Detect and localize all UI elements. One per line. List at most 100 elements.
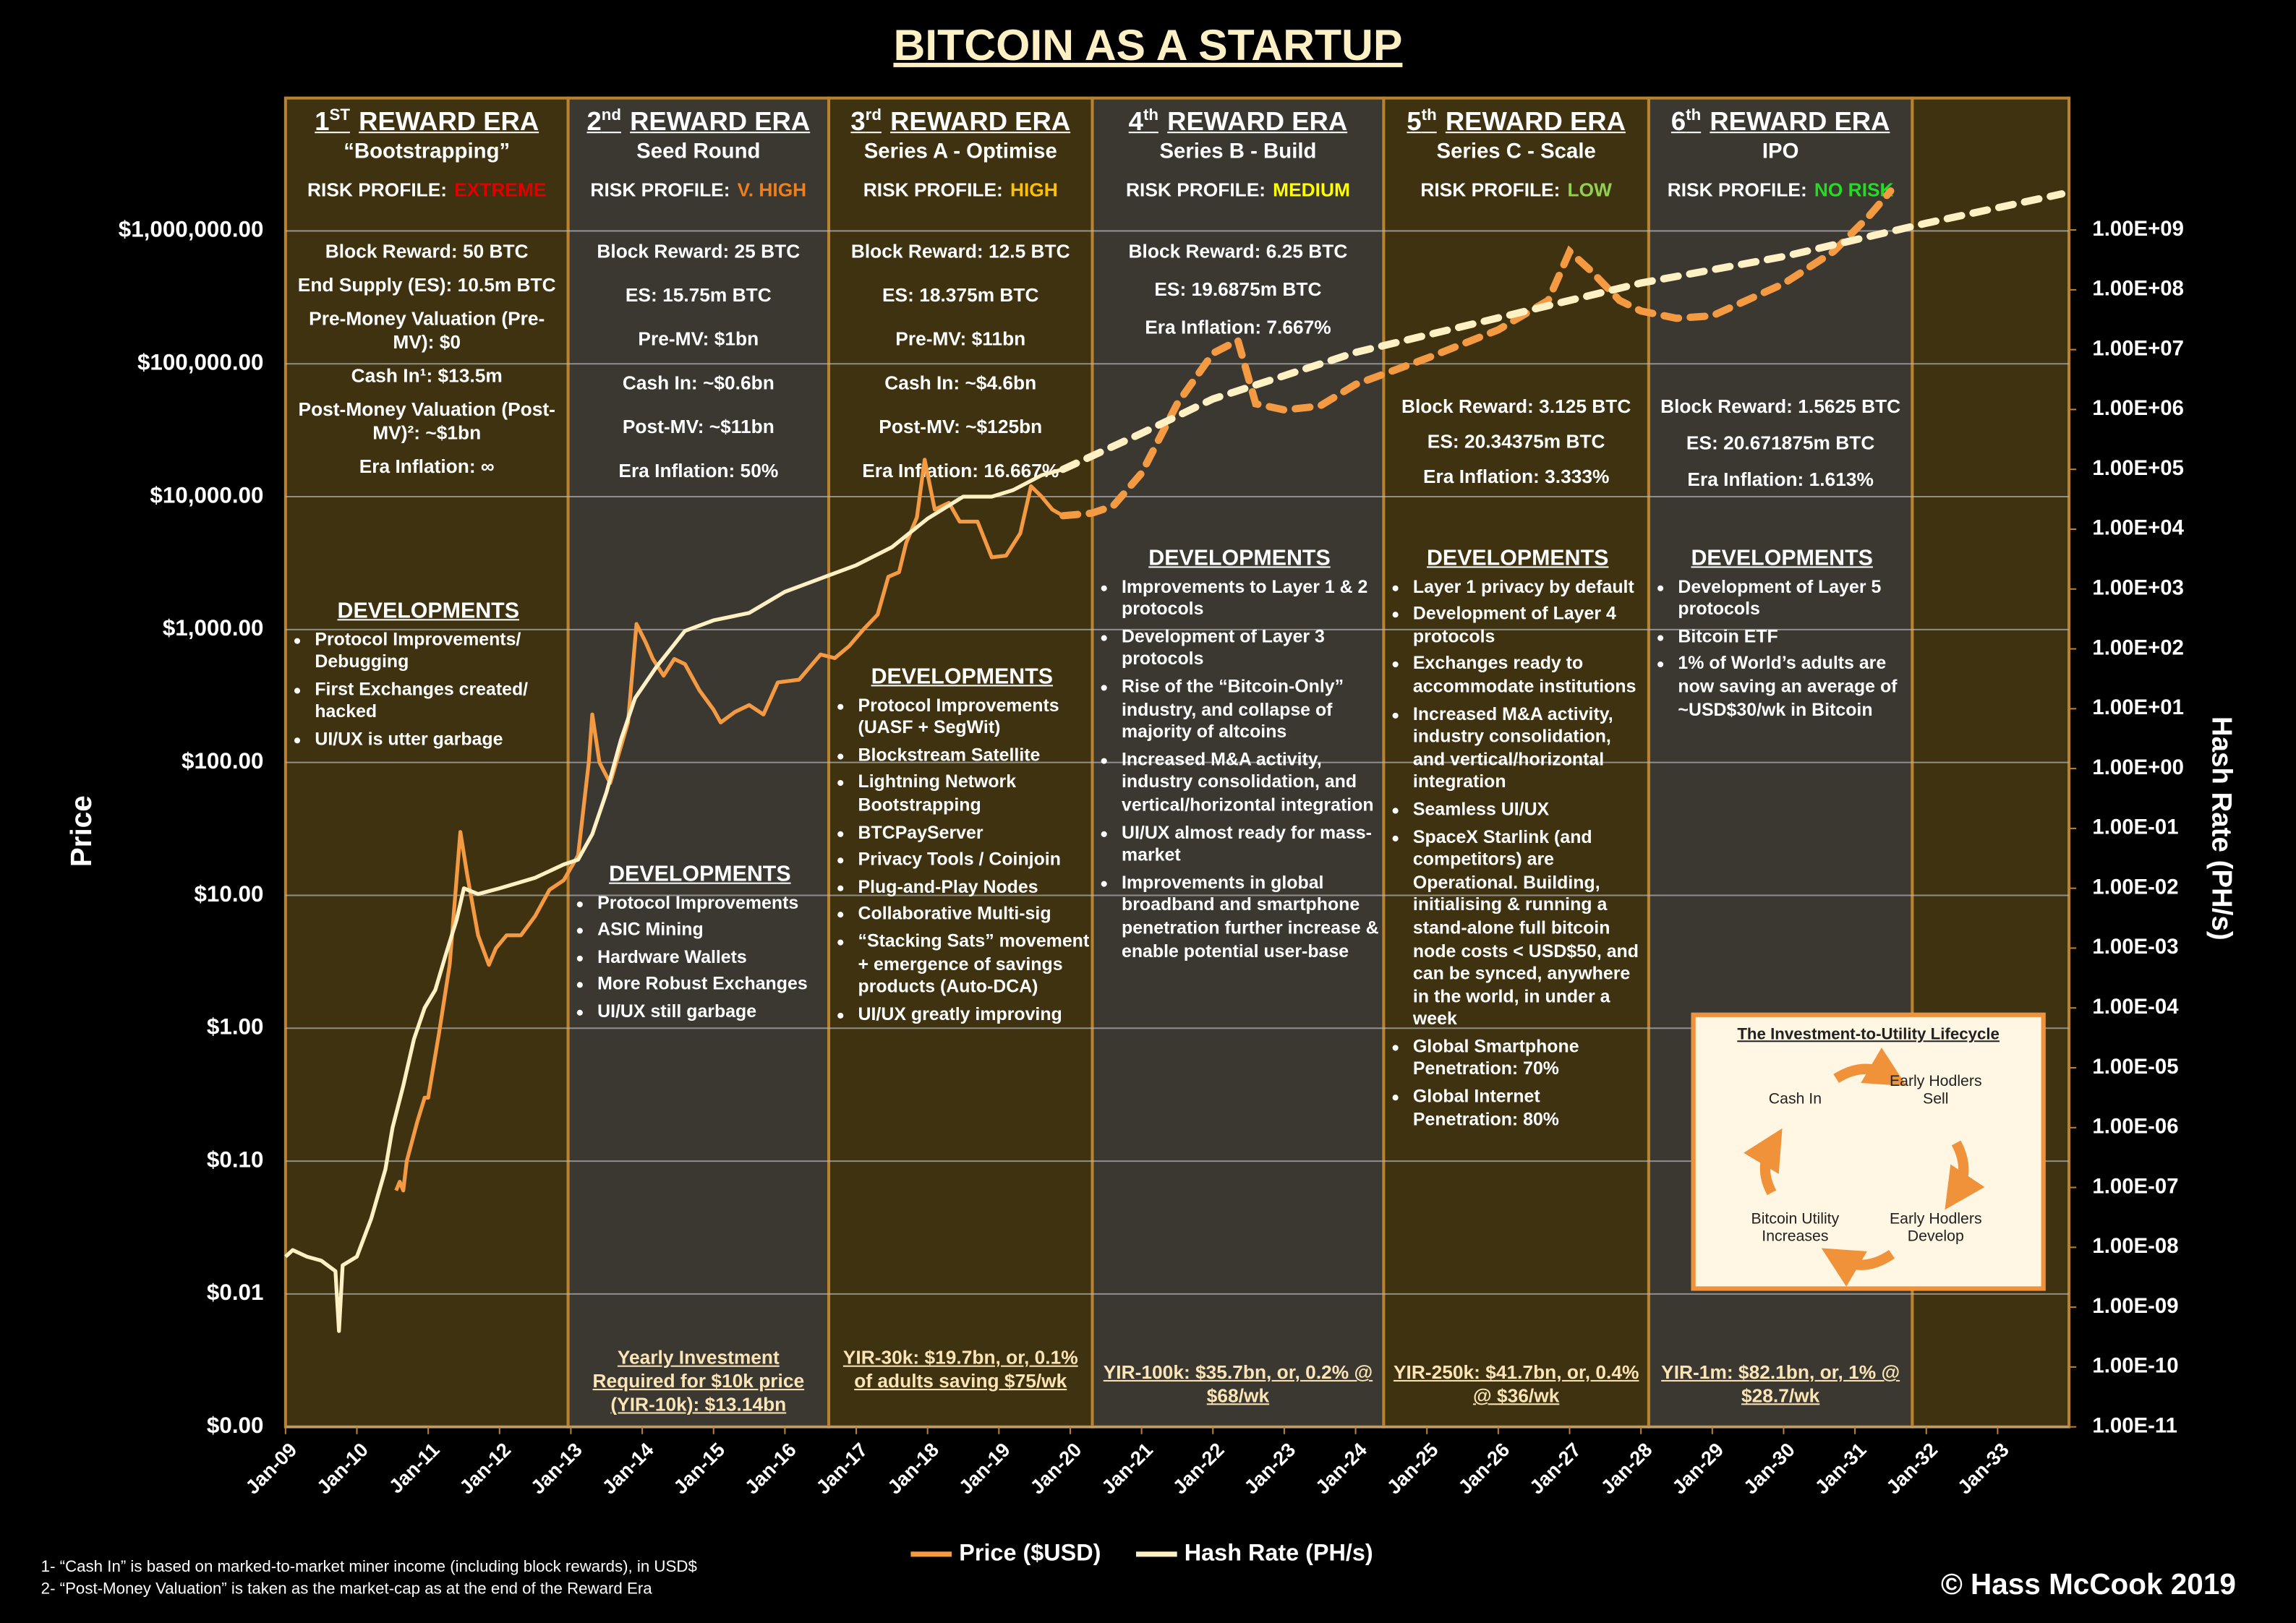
y-tick-label: $1,000.00: [163, 615, 264, 641]
era-facts: Block Reward: 3.125 BTC ES: 20.34375m BTC…: [1393, 395, 1640, 501]
y2-tick-label: 1.00E-04: [2092, 995, 2179, 1019]
era-subtitle: Series B - Build: [1159, 140, 1317, 164]
x-tick-label: Jan-16: [741, 1438, 801, 1498]
developments-title: DEVELOPMENTS: [1426, 546, 1609, 571]
x-tick-label: Jan-27: [1525, 1438, 1585, 1498]
development-item: ASIC Mining: [597, 920, 826, 943]
era-facts: Block Reward: 1.5625 BTC ES: 20.671875m B…: [1657, 395, 1903, 505]
y-axis-title: Price: [64, 795, 98, 867]
era-subtitle: Series A - Optimise: [863, 140, 1057, 164]
developments-list: Protocol Improvements (UASF + SegWit) Blo…: [835, 695, 1090, 1027]
era-ordinal: 5: [1407, 106, 1422, 137]
era-fact: Cash In¹: $13.5m: [351, 364, 503, 387]
lifecycle-stage: Bitcoin Utility Increases: [1751, 1210, 1840, 1246]
y2-tick-label: 1.00E-10: [2092, 1354, 2178, 1378]
lifecycle-stage: Early Hodlers Sell: [1889, 1072, 1982, 1108]
era-fact: ES: 18.375m BTC: [882, 283, 1039, 307]
era-title-text: REWARD ERA: [359, 106, 539, 137]
x-tick-label: Jan-33: [1953, 1438, 2013, 1498]
era-ordinal-suffix: rd: [865, 106, 882, 125]
era-developments: DEVELOPMENTS Layer 1 privacy by default De…: [1390, 547, 1646, 1136]
developments-list: Improvements to Layer 1 & 2 protocolsDev…: [1098, 576, 1381, 963]
era-developments: DEVELOPMENTS Protocol Improvements ASIC Mi…: [574, 863, 826, 1028]
era-ordinal-suffix: nd: [601, 106, 621, 125]
development-item: Improvements in global broadband and sma…: [1122, 872, 1380, 963]
era-ordinal-suffix: th: [1686, 106, 1702, 125]
y2-tick-label: 1.00E-07: [2092, 1174, 2178, 1198]
risk-label: RISK PROFILE:: [1420, 178, 1561, 201]
development-item: First Exchanges created/ hacked: [315, 679, 565, 724]
development-item: Bitcoin ETF: [1678, 626, 1909, 649]
risk-value: EXTREME: [454, 178, 547, 201]
y2-tick-label: 1.00E-01: [2092, 815, 2178, 839]
y-tick-label: $100.00: [182, 748, 263, 774]
era-fact: End Supply (ES): 10.5m BTC: [297, 273, 556, 296]
developments-title: DEVELOPMENTS: [1691, 546, 1873, 571]
era-fact: Era Inflation: 3.333%: [1422, 465, 1610, 488]
era-developments: DEVELOPMENTS Protocol Improvements/ Debug…: [291, 600, 566, 756]
era-fact: Era Inflation: 16.667%: [862, 459, 1059, 481]
y-tick-label: $0.10: [207, 1147, 264, 1172]
x-tick-label: Jan-13: [526, 1438, 586, 1498]
era-fact: ES: 15.75m BTC: [625, 283, 772, 307]
risk-profile: RISK PROFILE: EXTREME: [286, 179, 568, 200]
y-tick-label: $0.00: [207, 1413, 264, 1438]
legend-label: Hash Rate (PH/s): [1185, 1539, 1373, 1565]
forecast-line: [1059, 190, 2066, 474]
era-header: 5th REWARD ERA Series C - Scale RISK PROFIL…: [1383, 107, 1648, 201]
era-yir: YIR-30k: $19.7bn, or, 0.1% of adults sav…: [842, 1346, 1078, 1392]
lifecycle-box: The Investment-to-Utility Lifecycle Cash…: [1691, 1012, 2046, 1291]
risk-value: V. HIGH: [737, 178, 807, 201]
y2-tick-label: 1.00E+05: [2092, 456, 2183, 480]
era-ordinal-suffix: ST: [329, 106, 350, 125]
era-header: 3rd REWARD ERA Series A - Optimise RISK PRO…: [829, 107, 1092, 201]
development-item: Development of Layer 3 protocols: [1122, 626, 1380, 672]
era-subtitle: Series C - Scale: [1436, 140, 1596, 164]
era-fact: Block Reward: 1.5625 BTC: [1660, 395, 1901, 417]
era-fact: Block Reward: 25 BTC: [597, 239, 801, 262]
developments-title: DEVELOPMENTS: [871, 664, 1054, 690]
y2-tick-label: 1.00E-03: [2092, 935, 2178, 959]
y2-axis-title: Hash Rate (PH/s): [2206, 716, 2237, 941]
risk-profile: RISK PROFILE: LOW: [1383, 179, 1648, 200]
forecast-line: [1059, 187, 1895, 520]
era-fact: ES: 20.34375m BTC: [1427, 430, 1605, 453]
era-title-text: REWARD ERA: [1710, 106, 1890, 137]
lifecycle-arrow: [1744, 1128, 1783, 1196]
y2-tick-label: 1.00E-05: [2092, 1055, 2178, 1079]
era-ordinal: 3: [850, 106, 866, 137]
series-line: [394, 458, 1064, 1193]
era-title: 3rd REWARD ERA: [829, 107, 1092, 138]
x-tick-label: Jan-23: [1239, 1438, 1299, 1498]
era-fact: Cash In: ~$0.6bn: [622, 372, 774, 394]
y2-tick-label: 1.00E-08: [2092, 1234, 2178, 1258]
development-item: Protocol Improvements: [597, 892, 826, 915]
developments-list: Protocol Improvements/ DebuggingFirst Ex…: [291, 629, 566, 752]
y2-tick-label: 1.00E+04: [2092, 516, 2184, 540]
development-item: UI/UX almost ready for mass-market: [1122, 822, 1380, 868]
era-ordinal: 4: [1128, 106, 1143, 137]
lifecycle-stage: Cash In: [1768, 1090, 1822, 1108]
lifecycle-arrow: [1833, 1048, 1907, 1087]
era-column: 2nd REWARD ERA Seed Round RISK PROFILE: V. H…: [568, 98, 829, 1427]
x-tick-label: Jan-14: [597, 1438, 658, 1499]
development-item: “Stacking Sats” movement + emergence of …: [858, 930, 1090, 999]
era-title: 4th REWARD ERA: [1093, 107, 1384, 138]
development-item: Blockstream Satellite: [858, 745, 1090, 768]
era-facts: Block Reward: 6.25 BTC ES: 19.6875m BTC Er…: [1101, 240, 1375, 354]
development-item: Improvements to Layer 1 & 2 protocols: [1122, 576, 1380, 622]
risk-value: MEDIUM: [1273, 178, 1350, 201]
era-fact: Block Reward: 6.25 BTC: [1128, 239, 1348, 262]
era-fact: Block Reward: 3.125 BTC: [1401, 395, 1631, 417]
development-item: Lightning Network Bootstrapping: [858, 772, 1090, 818]
lifecycle-arrows: [1744, 1048, 1985, 1287]
x-tick-label: Jan-29: [1668, 1438, 1728, 1498]
y-tick-label: $1.00: [207, 1014, 264, 1040]
era-subtitle: “Bootstrapping”: [343, 140, 511, 164]
y2-tick-label: 1.00E-09: [2092, 1294, 2178, 1318]
x-tick-label: Jan-22: [1169, 1438, 1229, 1498]
risk-label: RISK PROFILE:: [863, 178, 1003, 201]
era-ordinal-suffix: th: [1143, 106, 1158, 125]
x-tick-label: Jan-21: [1097, 1438, 1157, 1498]
developments-title: DEVELOPMENTS: [609, 862, 791, 887]
